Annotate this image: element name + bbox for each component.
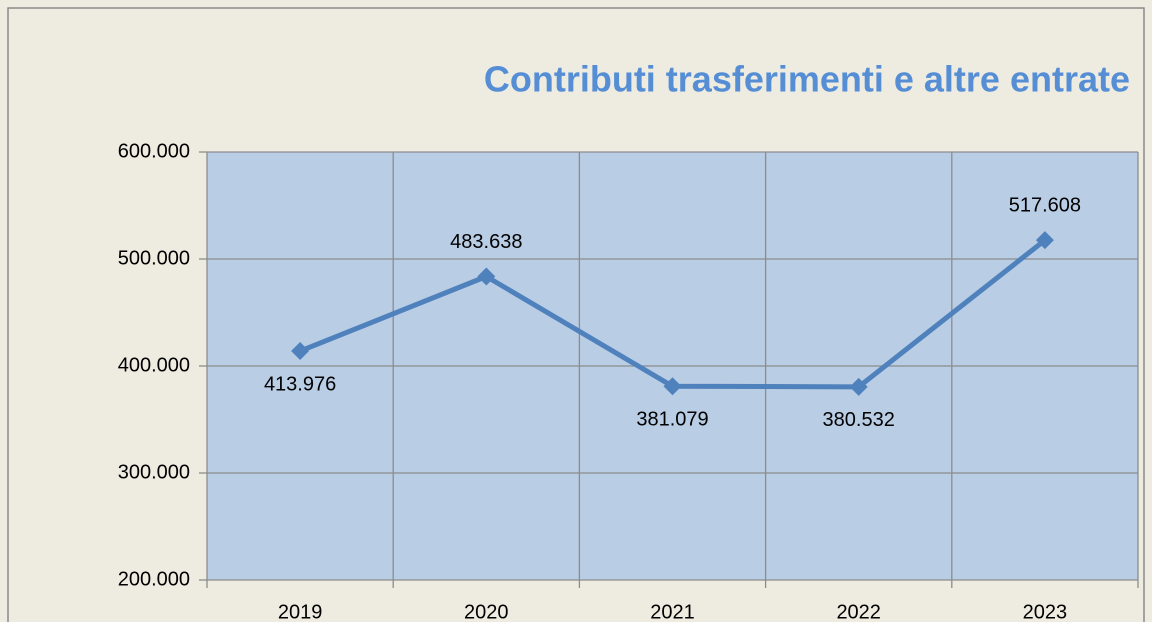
y-tick-label: 200.000 [118, 568, 190, 590]
y-tick-label: 600.000 [118, 140, 190, 162]
data-label: 380.532 [823, 409, 895, 431]
marker [1035, 231, 1054, 250]
data-label: 483.638 [450, 231, 522, 253]
y-tick-label: 400.000 [118, 354, 190, 376]
marker [849, 377, 868, 396]
chart-title: Contributi trasferimenti e altre entrate [484, 59, 1130, 100]
x-tick-label: 2022 [836, 601, 881, 622]
x-tick-label: 2021 [650, 601, 695, 622]
marker [663, 377, 682, 396]
data-label: 413.976 [264, 373, 336, 395]
x-tick-label: 2023 [1023, 601, 1068, 622]
chart-frame [7, 7, 1145, 622]
marker [477, 267, 496, 286]
x-tick-label: 2020 [464, 601, 509, 622]
data-label: 517.608 [1009, 194, 1081, 216]
y-tick-label: 300.000 [118, 461, 190, 483]
marker [291, 342, 310, 361]
data-label: 381.079 [636, 409, 708, 431]
y-tick-label: 500.000 [118, 247, 190, 269]
x-tick-label: 2019 [278, 601, 323, 622]
